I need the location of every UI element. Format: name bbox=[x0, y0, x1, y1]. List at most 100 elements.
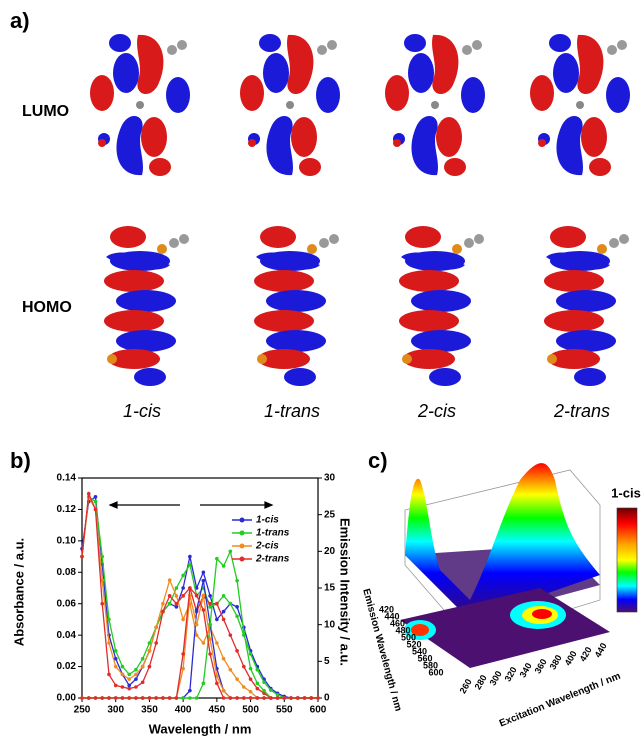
point bbox=[249, 690, 253, 694]
point bbox=[148, 665, 152, 669]
plot-title: 1-cis bbox=[611, 485, 641, 500]
point bbox=[175, 594, 179, 598]
point bbox=[202, 570, 206, 574]
x-tick-label: 550 bbox=[276, 705, 293, 716]
point bbox=[161, 602, 165, 606]
point bbox=[195, 633, 199, 637]
y-tick-label: 0.04 bbox=[57, 630, 77, 641]
point bbox=[188, 696, 192, 700]
compound-label: 2-cis bbox=[417, 401, 456, 421]
point bbox=[154, 696, 158, 700]
point bbox=[94, 500, 98, 504]
point bbox=[127, 684, 131, 688]
legend-marker bbox=[240, 544, 245, 549]
point bbox=[87, 492, 91, 496]
point bbox=[229, 602, 233, 606]
plot-frame bbox=[82, 478, 318, 698]
point bbox=[121, 665, 125, 669]
orbital-image bbox=[240, 34, 340, 176]
y-tick-label: 0.10 bbox=[57, 535, 77, 546]
point bbox=[303, 696, 307, 700]
point bbox=[215, 557, 219, 561]
point bbox=[141, 696, 145, 700]
legend-label: 1-trans bbox=[256, 528, 290, 539]
point bbox=[114, 696, 118, 700]
compound-label: 1-cis bbox=[123, 401, 161, 421]
point bbox=[168, 602, 172, 606]
y2-tick-label: 5 bbox=[324, 656, 330, 667]
y-tick-label: 0.02 bbox=[57, 661, 77, 672]
point bbox=[316, 696, 320, 700]
point bbox=[121, 685, 125, 689]
point bbox=[222, 657, 226, 661]
y2-tick-label: 25 bbox=[324, 509, 336, 520]
point bbox=[161, 610, 165, 614]
tick-label: 280 bbox=[473, 673, 489, 691]
point bbox=[282, 696, 286, 700]
heatmap-spot bbox=[532, 609, 552, 619]
point bbox=[208, 638, 212, 642]
point bbox=[289, 696, 293, 700]
point bbox=[168, 594, 172, 598]
point bbox=[242, 630, 246, 634]
point bbox=[127, 673, 131, 677]
legend-label: 2-cis bbox=[255, 541, 279, 552]
point bbox=[80, 555, 84, 559]
panel-label: a) bbox=[10, 8, 30, 33]
legend-label: 1-cis bbox=[256, 515, 279, 526]
point bbox=[222, 564, 226, 568]
point bbox=[256, 682, 260, 686]
point bbox=[175, 602, 179, 606]
point bbox=[127, 687, 131, 691]
legend-label: 2-trans bbox=[255, 554, 290, 565]
point bbox=[161, 696, 165, 700]
point bbox=[242, 685, 246, 689]
point bbox=[249, 667, 253, 671]
point bbox=[134, 696, 138, 700]
point bbox=[229, 668, 233, 672]
tick-label: 420 bbox=[578, 645, 594, 663]
point bbox=[181, 594, 185, 598]
y-tick-label: 0.08 bbox=[57, 567, 77, 578]
point bbox=[114, 649, 118, 653]
point bbox=[235, 677, 239, 681]
y2-tick-label: 30 bbox=[324, 473, 336, 484]
legend-marker bbox=[240, 518, 245, 523]
x-tick-label: 250 bbox=[74, 705, 91, 716]
series-line bbox=[82, 551, 318, 698]
point bbox=[215, 618, 219, 622]
point bbox=[229, 550, 233, 554]
orbital-image bbox=[530, 34, 630, 176]
point bbox=[208, 594, 212, 598]
axis-label: Excitation Wavelength / nm bbox=[498, 671, 622, 730]
point bbox=[249, 652, 253, 656]
point bbox=[114, 665, 118, 669]
y2-tick-label: 20 bbox=[324, 546, 336, 557]
point bbox=[188, 555, 192, 559]
y-tick-label: 0.14 bbox=[57, 473, 77, 484]
point bbox=[87, 696, 91, 700]
point bbox=[229, 696, 233, 700]
point bbox=[94, 696, 98, 700]
point bbox=[208, 602, 212, 606]
point bbox=[235, 579, 239, 583]
point bbox=[202, 594, 206, 598]
point bbox=[215, 682, 219, 686]
y-axis-label: Absorbance / a.u. bbox=[11, 538, 26, 646]
orbital-image bbox=[104, 226, 189, 386]
point bbox=[195, 696, 199, 700]
point bbox=[195, 594, 199, 598]
point bbox=[94, 508, 98, 512]
series-line bbox=[82, 595, 318, 698]
y-tick-label: 0.00 bbox=[57, 693, 77, 704]
point bbox=[154, 641, 158, 645]
point bbox=[168, 578, 172, 582]
point bbox=[202, 579, 206, 583]
point bbox=[276, 693, 280, 697]
point bbox=[249, 696, 253, 700]
tick-label: 600 bbox=[428, 667, 443, 677]
point bbox=[148, 696, 152, 700]
point bbox=[107, 673, 111, 677]
x-tick-label: 350 bbox=[141, 705, 158, 716]
